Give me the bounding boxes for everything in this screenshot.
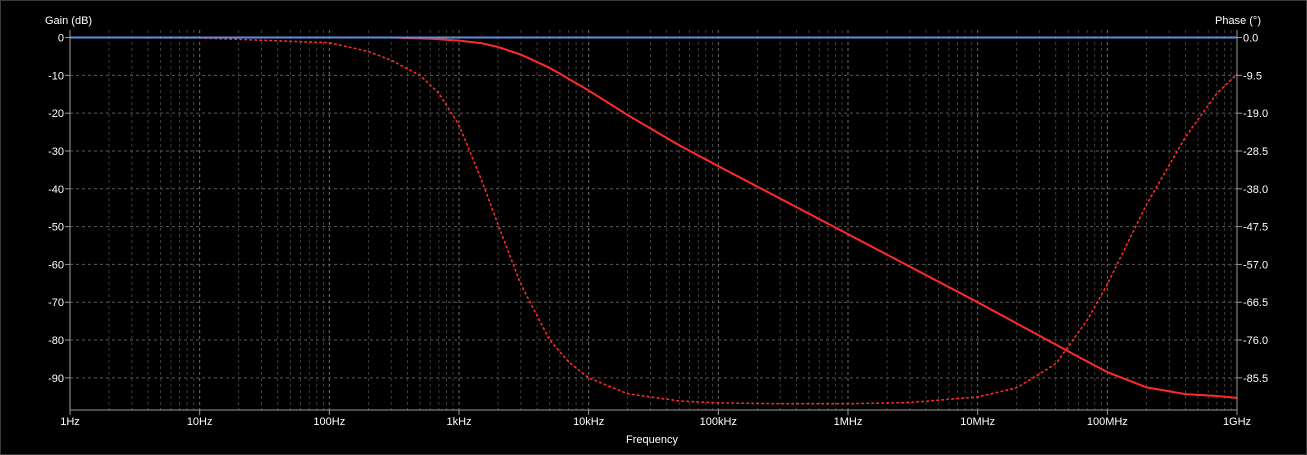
axes: 0 -10 -20 -30 -40 -50 -60 -70 -80 -90 0.0 -9.5 -19.0… (48, 30, 1268, 428)
x-tick-label: 100kHz (700, 416, 737, 428)
x-tick-label: 10MHz (960, 416, 995, 428)
y2-tick-label: -66.5 (1243, 297, 1268, 309)
y2-tick-label: -19.0 (1243, 108, 1268, 120)
y-tick-label: -10 (48, 70, 64, 82)
y-tick-label: -70 (48, 297, 64, 309)
gain-series-line (70, 36, 1238, 399)
y2-tick-label: -76.0 (1243, 335, 1268, 347)
x-tick-label: 1kHz (446, 416, 471, 428)
y-tick-label: -50 (48, 222, 64, 234)
y-tick-label: -20 (48, 108, 64, 120)
y-tick-label: -30 (48, 146, 64, 158)
x-axis-title: Frequency (626, 434, 678, 446)
y2-axis-title: Phase (°) (1215, 15, 1261, 27)
x-tick-label: 100MHz (1087, 416, 1128, 428)
series-layer (69, 36, 1238, 405)
y2-tick-label: -47.5 (1243, 222, 1268, 234)
y2-tick-label: 0.0 (1243, 33, 1258, 45)
x-tick-label: 10kHz (573, 416, 604, 428)
x-tick-label: 10Hz (187, 416, 213, 428)
y-tick-label: -60 (48, 259, 64, 271)
y2-tick-label: -85.5 (1243, 373, 1268, 385)
y-tick-label: -80 (48, 335, 64, 347)
x-tick-label: 100Hz (313, 416, 345, 428)
phase-series-line (69, 36, 1238, 405)
y2-tick-label: -38.0 (1243, 184, 1268, 196)
grid (69, 30, 1238, 410)
x-tick-label: 1MHz (834, 416, 863, 428)
y-tick-label: 0 (58, 33, 64, 45)
x-tick-label: 1Hz (60, 416, 80, 428)
y-tick-label: -40 (48, 184, 64, 196)
x-tick-label: 1GHz (1223, 416, 1251, 428)
y2-tick-label: -57.0 (1243, 259, 1268, 271)
y2-tick-label: -9.5 (1243, 70, 1262, 82)
y-tick-label: -90 (48, 373, 64, 385)
y2-tick-label: -28.5 (1243, 146, 1268, 158)
y-axis-title: Gain (dB) (45, 15, 92, 27)
